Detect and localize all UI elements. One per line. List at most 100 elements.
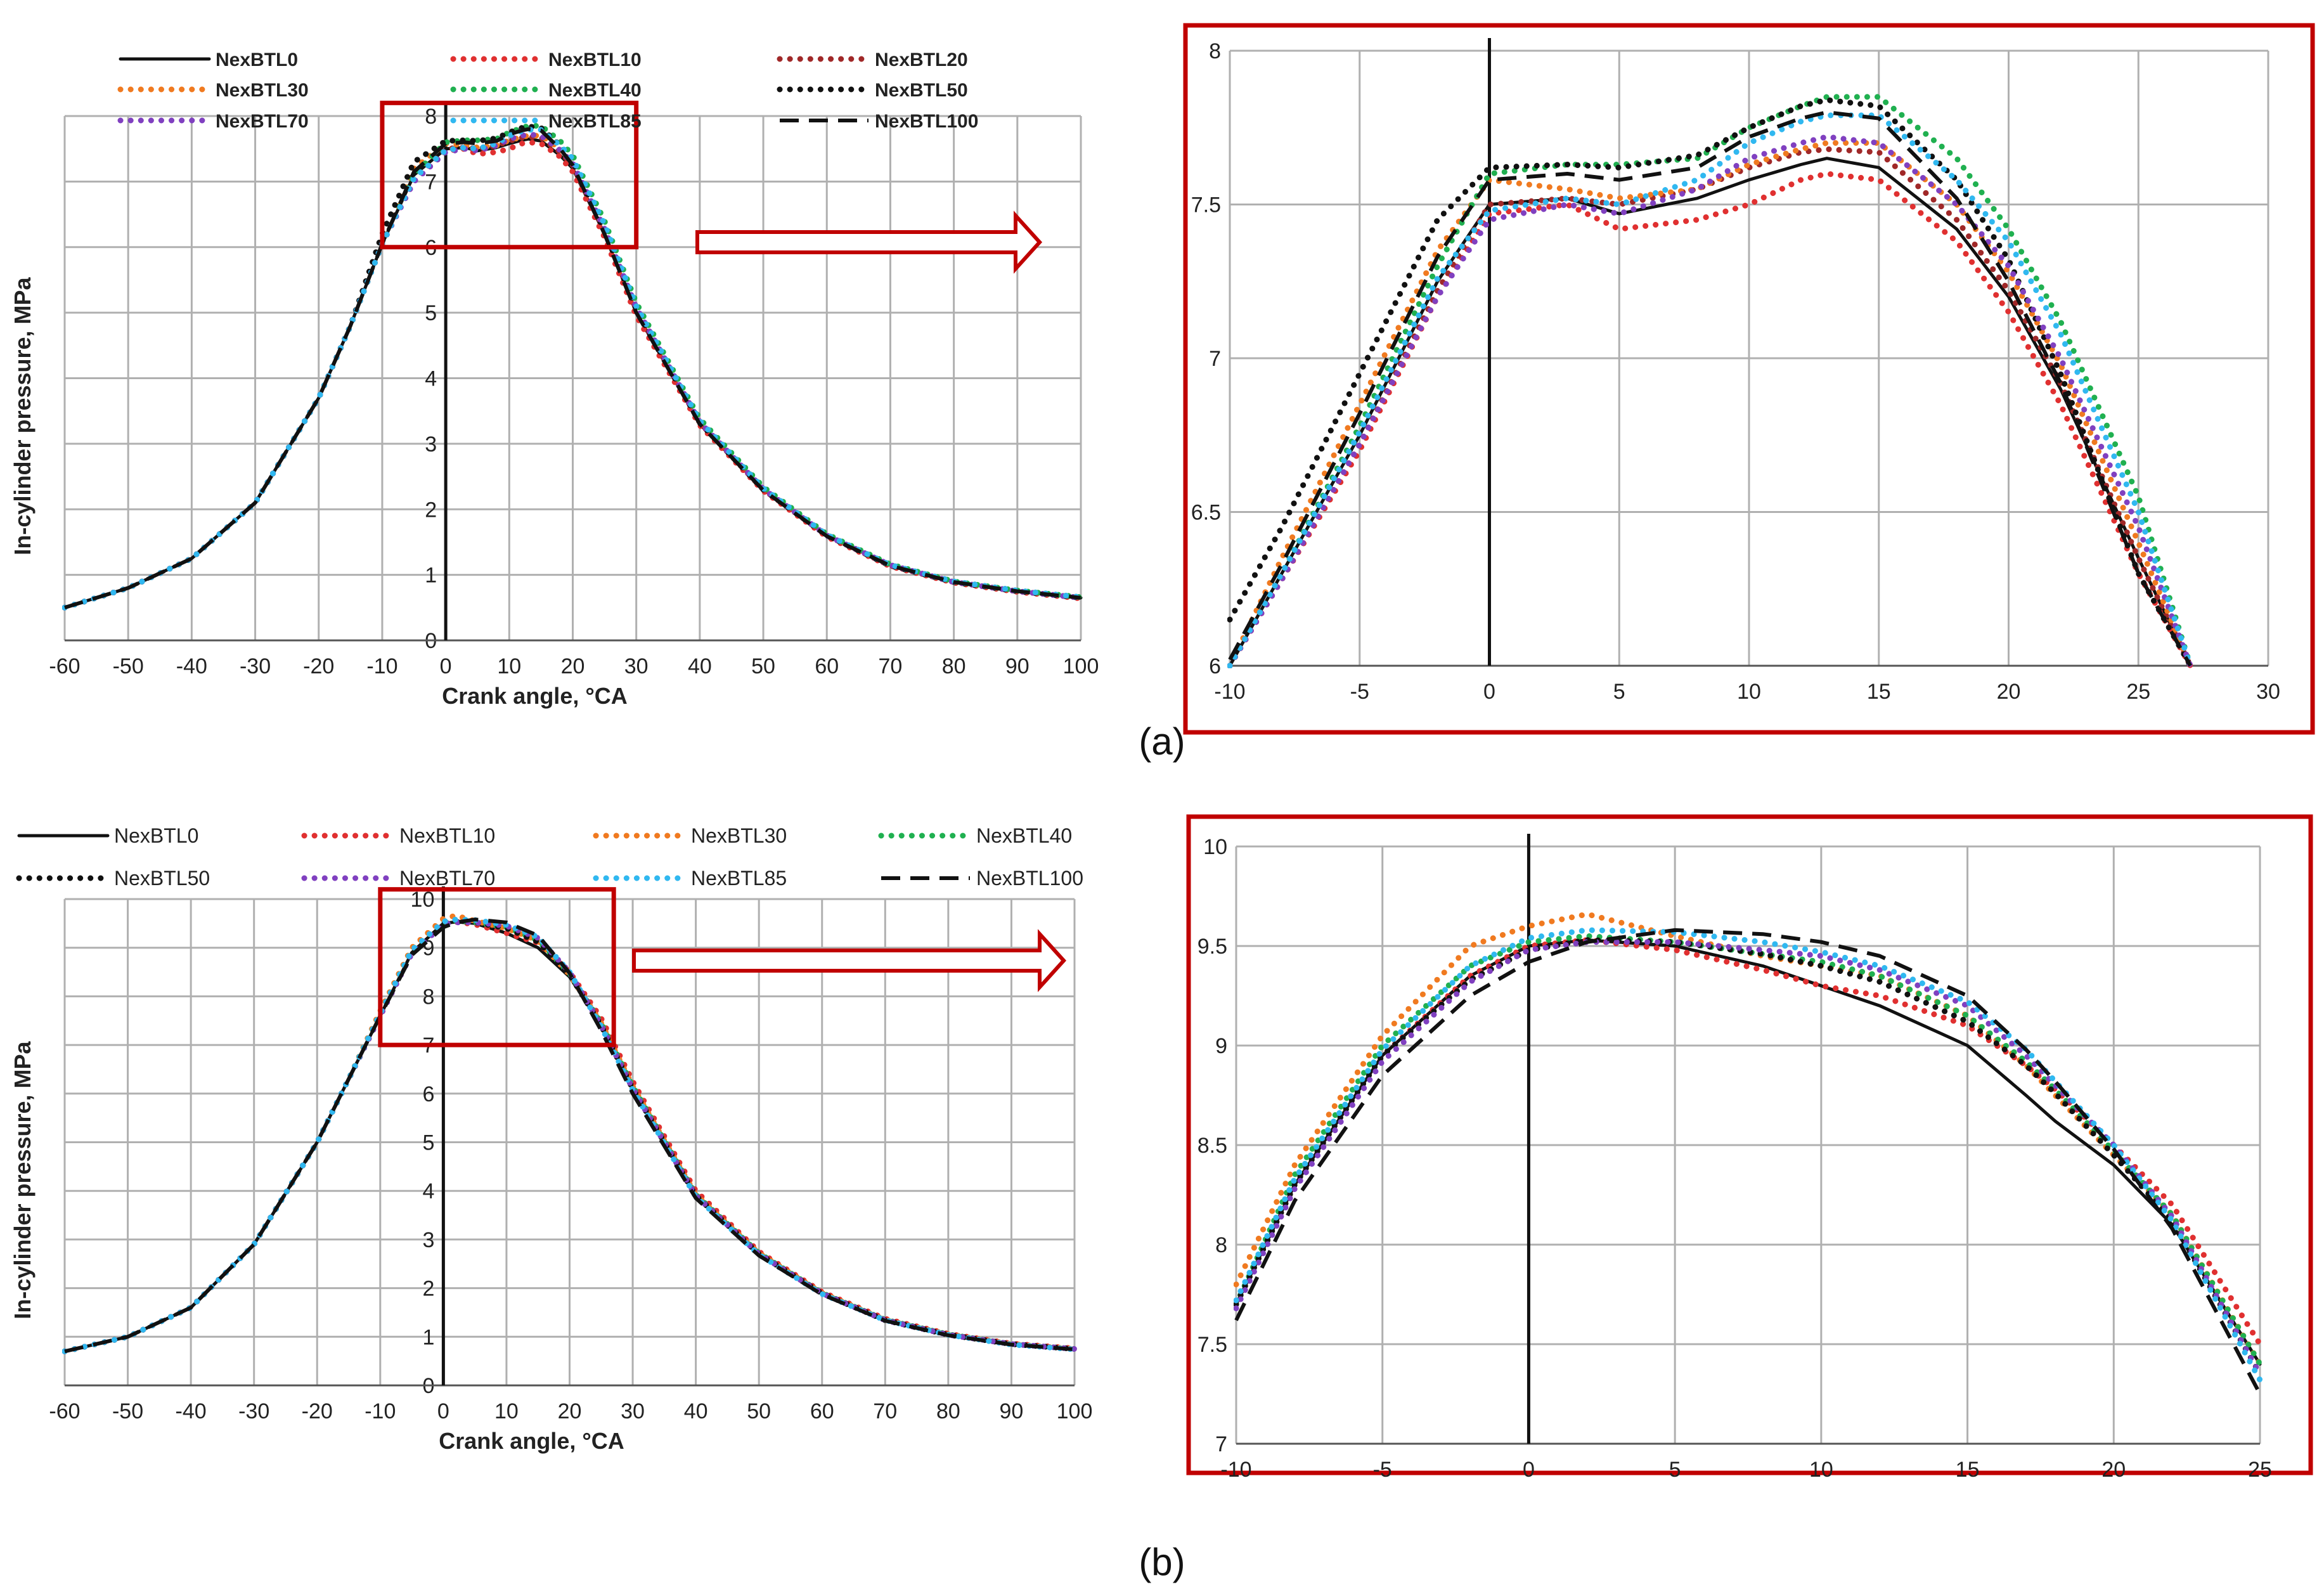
zoom-arrows (632, 211, 1067, 992)
x-tick-label: -60 (49, 654, 80, 678)
x-tick-label: 20 (561, 654, 585, 678)
series-line-nexbtl10 (1234, 937, 2263, 1347)
x-axis-title: Crank angle, °CA (442, 683, 627, 709)
x-tick-label: 90 (1000, 1399, 1024, 1423)
legend-label: NexBTL100 (875, 111, 978, 132)
x-tick-label: -5 (1350, 680, 1369, 704)
legend-label: NexBTL30 (216, 80, 309, 101)
y-tick-label: 4 (422, 1179, 434, 1203)
series-group (62, 912, 1077, 1354)
x-tick-label: 20 (558, 1399, 582, 1423)
x-tick-label: -40 (176, 1399, 207, 1423)
x-axis-title: Crank angle, °CA (439, 1428, 624, 1454)
chart-b-zoom: -10 -5 0 5 10 15 20 25 7 7.5 8 8.5 9 9.5 10 (1186, 814, 2313, 1482)
x-tick-label: -50 (112, 1399, 143, 1423)
series-line-nexbtl40 (1227, 94, 2193, 668)
x-tick-label: -10 (1220, 1458, 1251, 1482)
zoom-arrow (632, 929, 1067, 992)
x-tick-label: 70 (873, 1399, 897, 1423)
x-tick-label: 80 (942, 654, 966, 678)
series-line-nexbtl100 (64, 917, 1075, 1354)
y-tick-label: 8 (422, 985, 434, 1009)
legend-label: NexBTL70 (399, 867, 495, 890)
legend-label: NexBTL40 (976, 824, 1072, 847)
x-tick-label: -10 (366, 654, 397, 678)
y-tick-label: 9 (1215, 1034, 1227, 1058)
series-line-nexbtl100 (1228, 110, 2192, 667)
legend-label: NexBTL50 (114, 867, 210, 890)
y-tick-label: 1 (425, 564, 437, 588)
y-tick-label: 7 (1209, 347, 1221, 371)
x-tick-label: 50 (751, 654, 775, 678)
legend-label: NexBTL85 (691, 867, 787, 890)
series-line-nexbtl85 (1234, 927, 2263, 1383)
x-tick-label: 70 (879, 654, 903, 678)
y-tick-label: 10 (1203, 835, 1227, 859)
series-line-nexbtl0 (1234, 938, 2262, 1366)
x-tick-label: 10 (494, 1399, 519, 1423)
chart-b-main: -60 -50 -40 -30 -20 -10 0 10 20 30 40 50 60 70 80 90 100… (10, 824, 1092, 1454)
y-tick-label: 3 (425, 432, 437, 457)
series-group (1227, 94, 2193, 668)
panel-label-a: (a) (1139, 720, 1185, 763)
x-tick-label: 100 (1063, 654, 1099, 678)
chart-a-zoom: -10 -5 0 5 10 15 20 25 30 6 6.5 7 7.5 8 (1183, 23, 2315, 735)
x-tick-label: 20 (1997, 680, 2021, 704)
y-tick-label: 7.5 (1198, 1333, 1227, 1357)
series-line-nexbtl50 (1227, 97, 2193, 668)
legend-label: NexBTL30 (691, 824, 787, 847)
series-group (62, 123, 1083, 611)
x-tick-label: 10 (1737, 680, 1761, 704)
legend-label: NexBTL50 (875, 80, 968, 101)
series-line-nexbtl85 (1227, 112, 2193, 668)
y-tick-label: 9.5 (1198, 935, 1227, 959)
x-tick-label: 30 (624, 654, 649, 678)
zoom-panel-frame (1186, 814, 2313, 1475)
y-tick-label: 5 (422, 1131, 434, 1155)
legend-label: NexBTL40 (548, 80, 642, 101)
x-tick-label: 25 (2248, 1458, 2272, 1482)
y-axis-title: In-cylinder pressure, MPa (10, 276, 36, 555)
legend-label: NexBTL85 (548, 111, 642, 132)
y-tick-label: 10 (411, 888, 435, 912)
x-tick-label: 0 (1483, 680, 1495, 704)
x-tick-label: 40 (688, 654, 712, 678)
x-tick-label: 30 (2256, 680, 2280, 704)
legend-label: NexBTL0 (216, 49, 298, 70)
zoom-arrow (695, 211, 1043, 274)
zoom-panel-frame (1183, 23, 2315, 735)
legend-label: NexBTL0 (114, 824, 198, 847)
legend-label: NexBTL20 (875, 49, 968, 70)
y-tick-label: 7 (1215, 1432, 1227, 1456)
panel-label-b: (b) (1139, 1541, 1185, 1583)
legend-label: NexBTL10 (399, 824, 495, 847)
x-tick-label: 0 (440, 654, 452, 678)
y-tick-label: 8 (1215, 1233, 1227, 1257)
x-tick-label: 25 (2126, 680, 2150, 704)
series-line-nexbtl30 (1227, 140, 2193, 668)
x-tick-label: 50 (747, 1399, 771, 1423)
y-tick-label: 6.5 (1191, 501, 1221, 525)
x-tick-label: -60 (49, 1399, 80, 1423)
x-tick-label: -20 (303, 654, 334, 678)
x-tick-label: 40 (684, 1399, 708, 1423)
legend-label: NexBTL70 (216, 111, 309, 132)
x-tick-label: 30 (621, 1399, 645, 1423)
y-tick-label: 8 (425, 105, 437, 129)
y-tick-label: 8.5 (1198, 1134, 1227, 1158)
x-tick-label: 10 (497, 654, 521, 678)
y-tick-label: 1 (422, 1325, 434, 1349)
x-tick-label: 20 (2101, 1458, 2126, 1482)
series-line-nexbtl100 (64, 127, 1081, 610)
chart-a-main: -60 -50 -40 -30 -20 -10 0 10 20 30 40 50 60 70 80 90 100… (10, 49, 1099, 709)
x-tick-label: -20 (302, 1399, 333, 1423)
x-tick-label: 60 (810, 1399, 834, 1423)
x-tick-label: 0 (437, 1399, 449, 1423)
x-tick-label: 0 (1523, 1458, 1535, 1482)
x-tick-label: 15 (1867, 680, 1891, 704)
y-tick-label: 6 (422, 1082, 434, 1106)
series-line-nexbtl0 (1228, 157, 2192, 668)
x-tick-label: 80 (936, 1399, 960, 1423)
series-group (1234, 911, 2263, 1395)
